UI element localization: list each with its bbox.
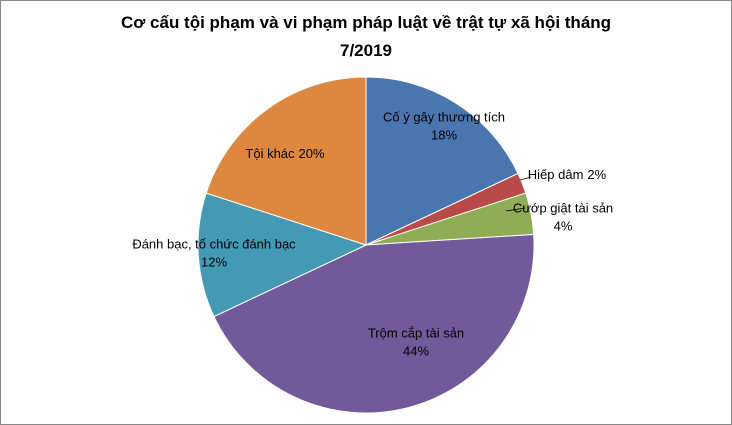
- slice-label: Cướp giật tài sản: [513, 200, 613, 215]
- value-label: 20%: [299, 146, 325, 161]
- value-label: 2%: [587, 167, 606, 182]
- slice-label: Tội khác: [245, 146, 295, 161]
- value-label: 12%: [201, 254, 227, 269]
- value-label: 44%: [403, 343, 429, 358]
- value-label: 4%: [554, 218, 573, 233]
- leader-line: [519, 176, 532, 181]
- slice-label: Cố ý gây thương tích: [383, 109, 505, 124]
- value-label: 18%: [431, 127, 457, 142]
- slice-label-group: Hiếp dâm 2%: [528, 167, 607, 182]
- slice-label-group: Tội khác 20%: [245, 146, 325, 161]
- pie-slice: [365, 76, 519, 246]
- slice-label: Đánh bạc, tổ chức đánh bạc: [132, 236, 296, 251]
- leader-line: [505, 207, 526, 212]
- pie-slice: [197, 192, 368, 318]
- slice-label: Hiếp dâm: [528, 167, 584, 182]
- chart-title: Cơ cấu tội phạm và vi phạm pháp luật về …: [120, 13, 612, 60]
- slice-label: Trộm cắp tài sản: [368, 325, 464, 340]
- pie-slice: [205, 76, 367, 246]
